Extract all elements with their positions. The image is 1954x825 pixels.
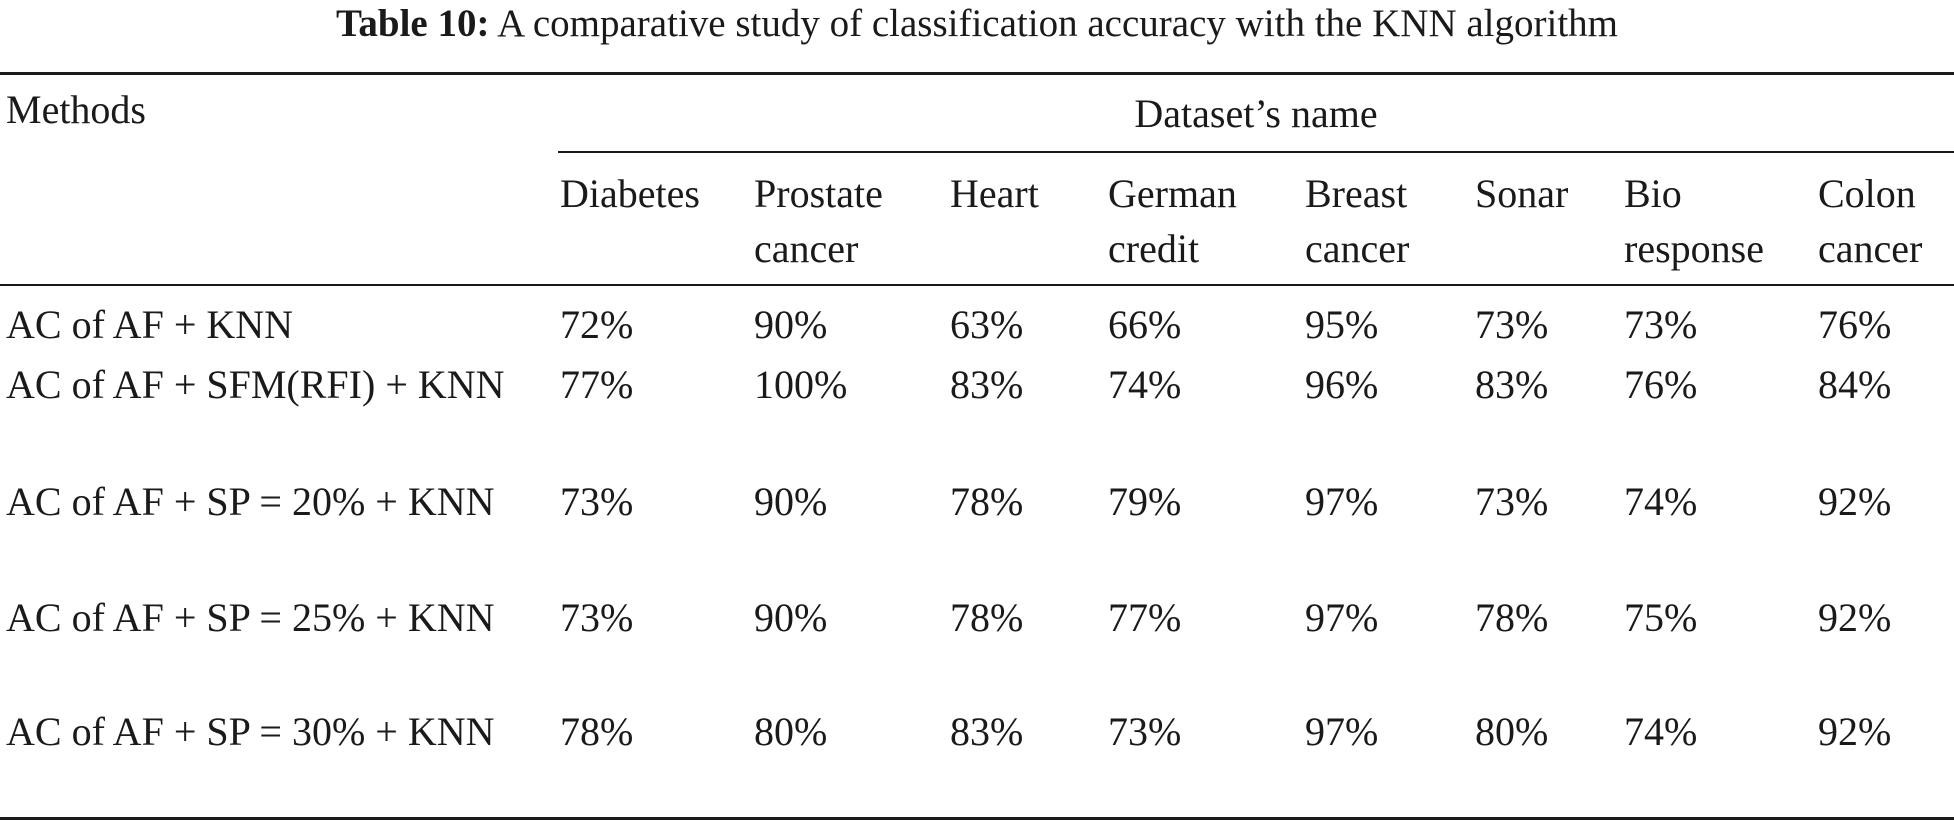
column-header-prostate-cancer: Prostate cancer — [754, 166, 883, 276]
value-cell: 73% — [1624, 302, 1698, 347]
value-cell: 83% — [950, 362, 1024, 407]
value-cell: 79% — [1108, 479, 1182, 524]
value-cell: 76% — [1818, 302, 1892, 347]
value-cell: 78% — [560, 709, 634, 754]
value-cell: 78% — [1475, 595, 1549, 640]
value-cell: 75% — [1624, 595, 1698, 640]
column-header-line: Colon — [1818, 171, 1916, 216]
column-header-line: Diabetes — [560, 171, 700, 216]
table-label: Table 10: — [335, 2, 490, 45]
dataset-group-header: Dataset’s name — [1134, 91, 1378, 136]
value-cell: 74% — [1108, 362, 1182, 407]
method-cell: AC of AF + SP = 20% + KNN — [6, 479, 495, 524]
value-cell: 78% — [950, 595, 1024, 640]
value-cell: 97% — [1305, 595, 1379, 640]
value-cell: 73% — [1475, 479, 1549, 524]
column-header-breast-cancer: Breast cancer — [1305, 166, 1409, 276]
column-header-line: Breast — [1305, 171, 1408, 216]
value-cell: 78% — [950, 479, 1024, 524]
bottom-rule — [0, 817, 1954, 820]
value-cell: 73% — [1108, 709, 1182, 754]
column-header-line: cancer — [1305, 226, 1410, 271]
value-cell: 77% — [1108, 595, 1182, 640]
value-cell: 74% — [1624, 479, 1698, 524]
method-cell: AC of AF + SP = 25% + KNN — [6, 595, 495, 640]
column-header-line: Heart — [950, 171, 1039, 216]
value-cell: 83% — [1475, 362, 1549, 407]
method-cell: AC of AF + SFM(RFI) + KNN — [6, 362, 505, 407]
method-cell: AC of AF + KNN — [6, 302, 294, 347]
methods-header: Methods — [6, 87, 146, 132]
value-cell: 63% — [950, 302, 1024, 347]
column-header-sonar: Sonar — [1475, 166, 1568, 221]
value-cell: 90% — [754, 302, 828, 347]
column-header-line: German — [1108, 171, 1237, 216]
value-cell: 80% — [754, 709, 828, 754]
value-cell: 92% — [1818, 479, 1892, 524]
column-header-line: Bio — [1624, 171, 1682, 216]
column-header-line: cancer — [754, 226, 859, 271]
value-cell: 97% — [1305, 479, 1379, 524]
value-cell: 100% — [754, 362, 848, 407]
value-cell: 72% — [560, 302, 634, 347]
column-header-german-credit: German credit — [1108, 166, 1237, 276]
value-cell: 83% — [950, 709, 1024, 754]
value-cell: 92% — [1818, 595, 1892, 640]
column-header-heart: Heart — [950, 166, 1039, 221]
column-header-line: response — [1624, 226, 1764, 271]
value-cell: 80% — [1475, 709, 1549, 754]
column-header-line: credit — [1108, 226, 1200, 271]
value-cell: 90% — [754, 595, 828, 640]
value-cell: 73% — [1475, 302, 1549, 347]
value-cell: 77% — [560, 362, 634, 407]
column-header-line: Prostate — [754, 171, 883, 216]
column-header-bio-response: Bio response — [1624, 166, 1764, 276]
column-header-line: Sonar — [1475, 171, 1569, 216]
value-cell: 92% — [1818, 709, 1892, 754]
value-cell: 95% — [1305, 302, 1379, 347]
value-cell: 73% — [560, 479, 634, 524]
table-title: A comparative study of classification ac… — [497, 2, 1619, 45]
column-header-colon-cancer: Colon cancer — [1818, 166, 1922, 276]
value-cell: 90% — [754, 479, 828, 524]
value-cell: 96% — [1305, 362, 1379, 407]
top-rule — [0, 72, 1954, 75]
header-rule — [0, 284, 1954, 286]
column-header-diabetes: Diabetes — [560, 166, 700, 221]
table-caption: Table 10: A comparative study of classif… — [0, 0, 1954, 48]
value-cell: 84% — [1818, 362, 1892, 407]
value-cell: 74% — [1624, 709, 1698, 754]
value-cell: 66% — [1108, 302, 1182, 347]
value-cell: 73% — [560, 595, 634, 640]
value-cell: 76% — [1624, 362, 1698, 407]
group-rule — [558, 151, 1954, 153]
column-header-line: cancer — [1818, 226, 1923, 271]
value-cell: 97% — [1305, 709, 1379, 754]
method-cell: AC of AF + SP = 30% + KNN — [6, 709, 495, 754]
